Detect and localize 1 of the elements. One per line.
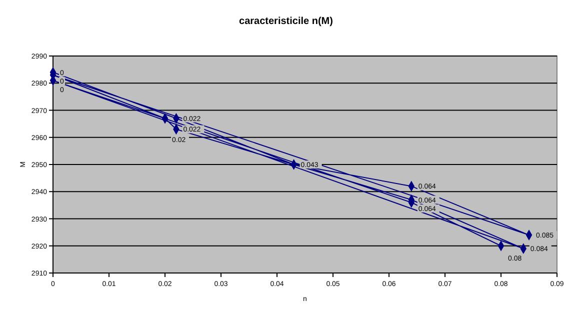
chart-title: caracteristicile n(M) [239, 16, 333, 27]
